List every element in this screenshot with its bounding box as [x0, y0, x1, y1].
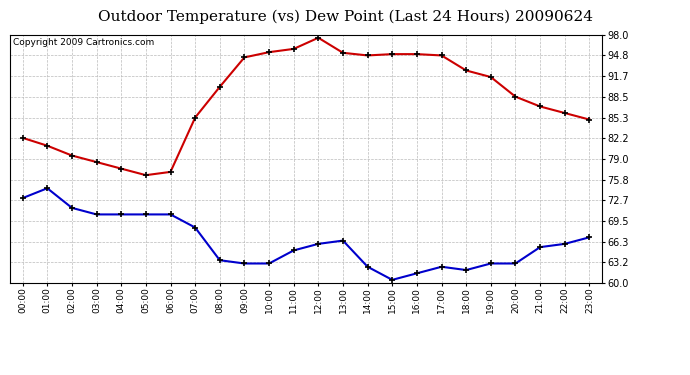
Text: Outdoor Temperature (vs) Dew Point (Last 24 Hours) 20090624: Outdoor Temperature (vs) Dew Point (Last…: [97, 9, 593, 24]
Text: Copyright 2009 Cartronics.com: Copyright 2009 Cartronics.com: [13, 38, 155, 47]
